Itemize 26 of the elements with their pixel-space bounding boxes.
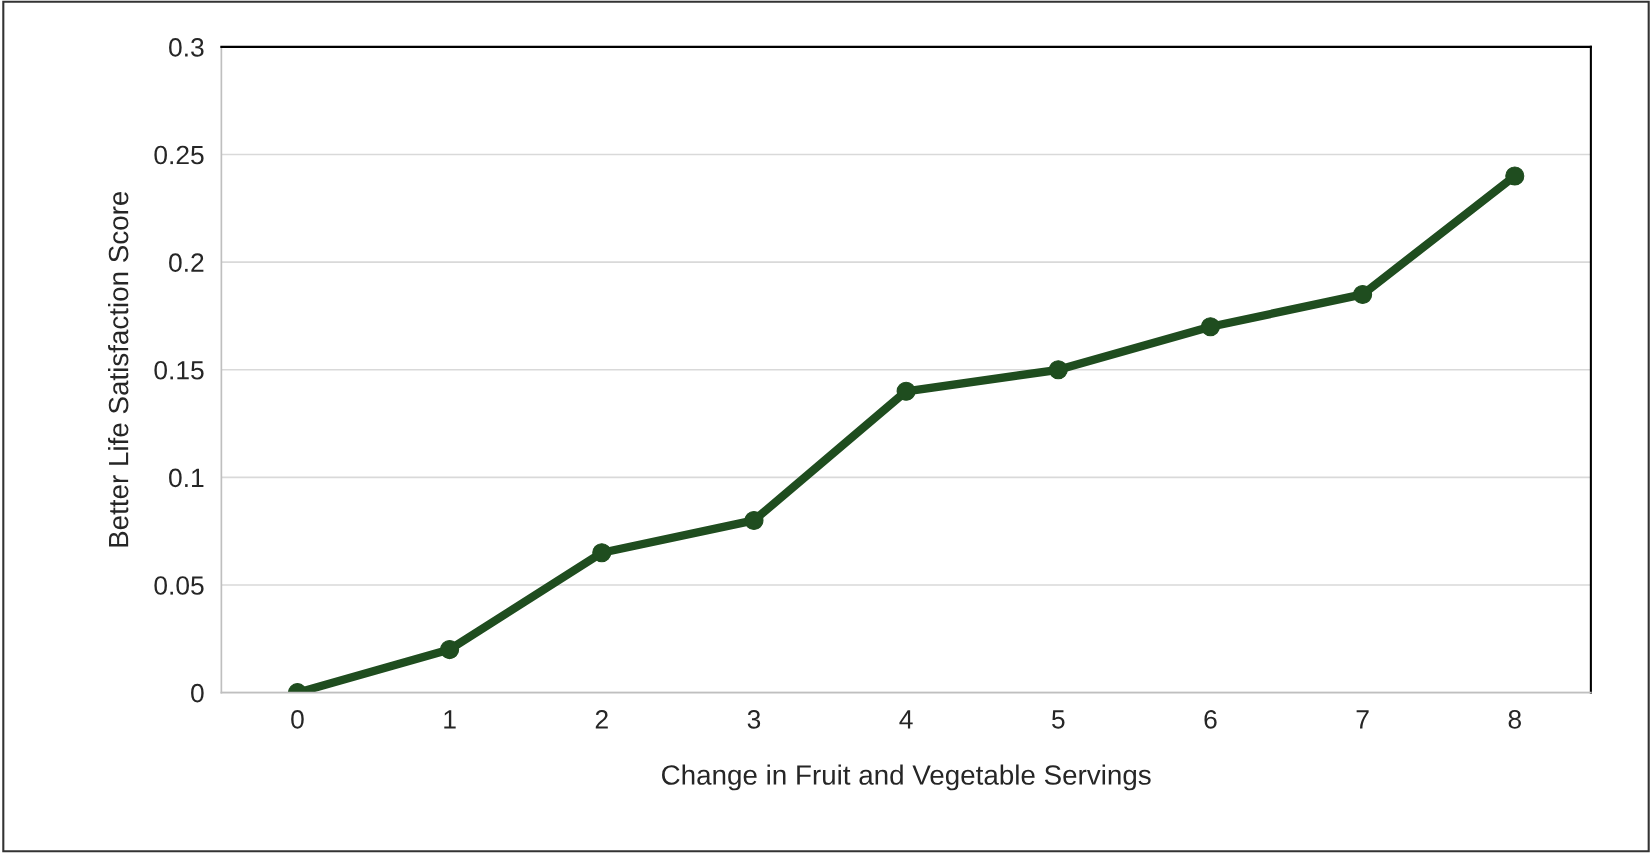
x-tick-label: 6: [1204, 710, 1217, 729]
x-axis-title: Change in Fruit and Vegetable Servings: [662, 764, 1151, 791]
x-tick-label: 1: [444, 710, 456, 729]
y-tick-label: 0.1: [169, 468, 204, 488]
x-tick-label: 4: [899, 710, 913, 729]
y-tick-label: 0.05: [154, 576, 204, 595]
x-tick-label: 0: [291, 710, 304, 729]
y-tick-label: 0.25: [154, 145, 204, 165]
y-axis-title: Better Life Satisfaction Score: [108, 191, 129, 547]
point: [1505, 166, 1525, 186]
x-tick-label: 2: [595, 710, 608, 729]
point: [592, 543, 612, 563]
y-tick-label: 0.3: [169, 38, 204, 57]
point: [1200, 317, 1220, 337]
x-tick-label: 5: [1052, 710, 1065, 729]
point: [1048, 360, 1068, 380]
x-tick-label: 7: [1356, 710, 1369, 729]
point: [744, 510, 764, 530]
point: [440, 640, 460, 660]
x-tick-label: 8: [1508, 710, 1521, 729]
y-tick-label: 0.15: [154, 360, 204, 380]
x-tick-label: 3: [747, 710, 761, 729]
y-tick-label: 0: [191, 683, 204, 703]
point: [1353, 284, 1373, 304]
point: [896, 381, 916, 401]
y-tick-label: 0.2: [169, 253, 204, 272]
